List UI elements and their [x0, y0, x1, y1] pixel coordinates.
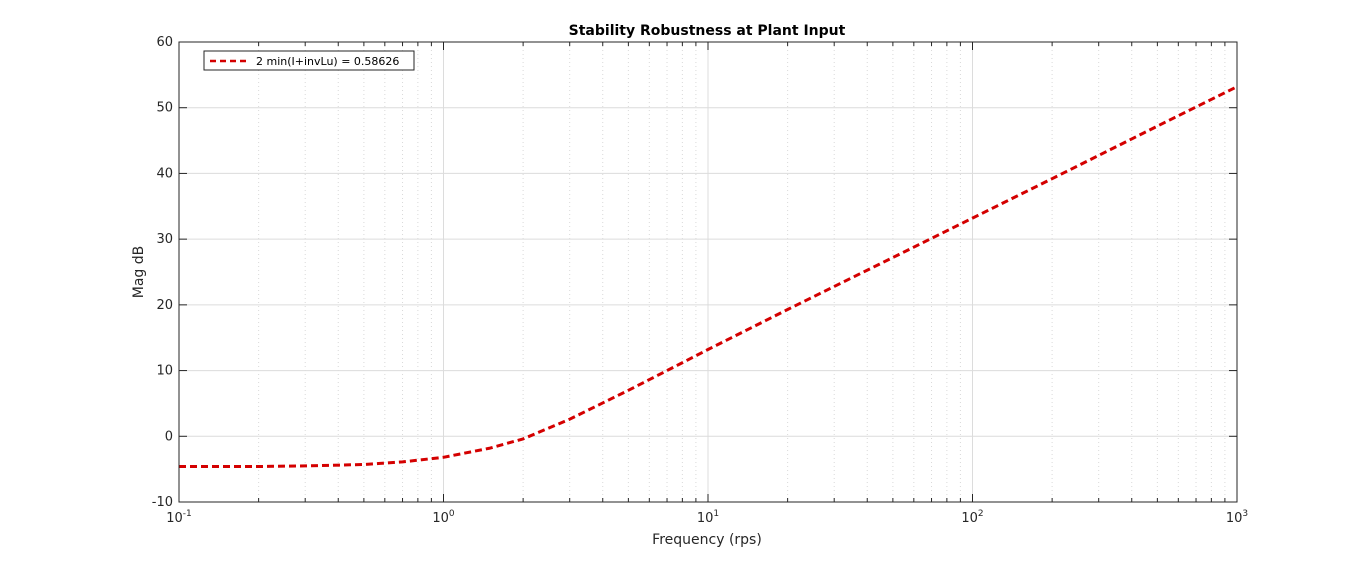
y-tick-label: 0	[165, 429, 173, 444]
legend-box	[203, 50, 415, 71]
legend: 2 min(I+invLu) = 0.58626	[203, 50, 415, 71]
y-axis-label: Mag dB	[131, 246, 147, 299]
series-line-0	[179, 85, 1238, 468]
labels-layer: 10-1 100 101 102 103 -10 0 10 20 30 40 50 60	[152, 35, 1248, 526]
series-layer	[179, 85, 1238, 468]
y-tick-label: 30	[156, 232, 173, 247]
x-tick-label: 10-1	[166, 509, 192, 526]
y-tick-label: 10	[156, 364, 173, 379]
x-tick-label: 102	[961, 509, 983, 526]
y-tick-label: -10	[152, 495, 173, 510]
ticks-layer	[178, 41, 1238, 503]
x-axis-label: Frequency (rps)	[652, 532, 762, 548]
x-tick-label: 101	[697, 509, 719, 526]
minor-grid	[258, 42, 1226, 502]
x-tick-label: 100	[432, 509, 455, 526]
y-tick-label: 20	[156, 298, 173, 313]
x-tick-label: 103	[1226, 509, 1248, 526]
y-tick-label: 60	[156, 35, 173, 50]
y-tick-label: 40	[156, 166, 173, 181]
y-tick-label: 50	[156, 101, 173, 116]
legend-entry-label: 2 min(I+invLu) = 0.58626	[256, 55, 399, 68]
chart-title: Stability Robustness at Plant Input	[569, 23, 846, 39]
